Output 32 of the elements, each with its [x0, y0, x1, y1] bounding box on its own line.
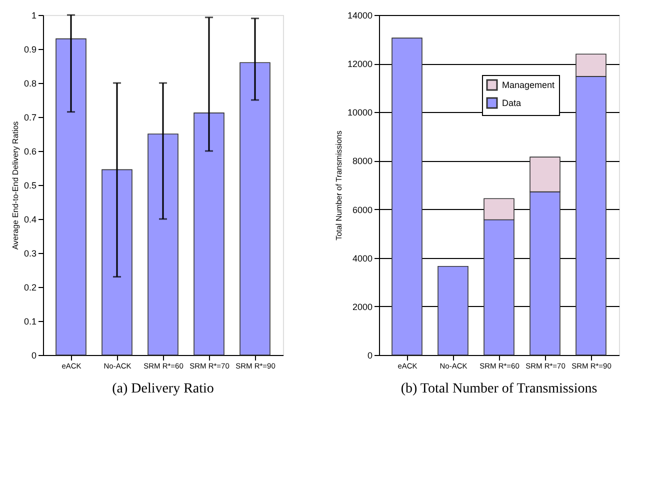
- text: (a) Delivery Ratio: [112, 382, 214, 396]
- y-tick-label: 14000: [347, 10, 372, 20]
- text: (b) Total Number of Transmissions: [400, 382, 598, 396]
- bar: [438, 266, 468, 356]
- y-tick-label: 8000: [352, 156, 372, 166]
- y-tick-label: 0.5: [24, 180, 36, 190]
- y-tick-label: 0.6: [24, 146, 36, 156]
- bar: [56, 38, 86, 356]
- bar: [392, 38, 422, 356]
- y-tick-label: 0.8: [24, 78, 36, 88]
- y-tick-label: 0: [367, 350, 372, 360]
- y-axis-title: Average End-to-End Delivery Ratios: [10, 121, 20, 250]
- y-tick-label: 0.3: [24, 248, 36, 258]
- y-tick-label: 0.4: [24, 214, 36, 224]
- y-tick-label: 0.1: [24, 316, 36, 326]
- bar: [148, 134, 178, 356]
- bar: [194, 112, 224, 356]
- legend-label: Data: [502, 98, 522, 108]
- bar: [102, 169, 132, 356]
- y-tick-label: 10000: [347, 108, 372, 118]
- bar: [240, 62, 270, 356]
- y-tick-label: 4000: [352, 253, 372, 264]
- y-tick-label: 2000: [352, 302, 372, 312]
- y-axis-title: Total Number of Transmissions: [334, 130, 344, 240]
- y-tick-label: 0.2: [24, 282, 36, 292]
- y-tick-label: 6000: [352, 204, 372, 215]
- y-tick-label: 0: [31, 350, 36, 360]
- y-tick-label: 0.9: [24, 44, 36, 54]
- y-tick-label: 12000: [347, 59, 372, 70]
- legend-label: Management: [502, 80, 556, 90]
- y-tick-label: 0.7: [24, 112, 36, 122]
- y-tick-label: 1: [31, 10, 36, 20]
